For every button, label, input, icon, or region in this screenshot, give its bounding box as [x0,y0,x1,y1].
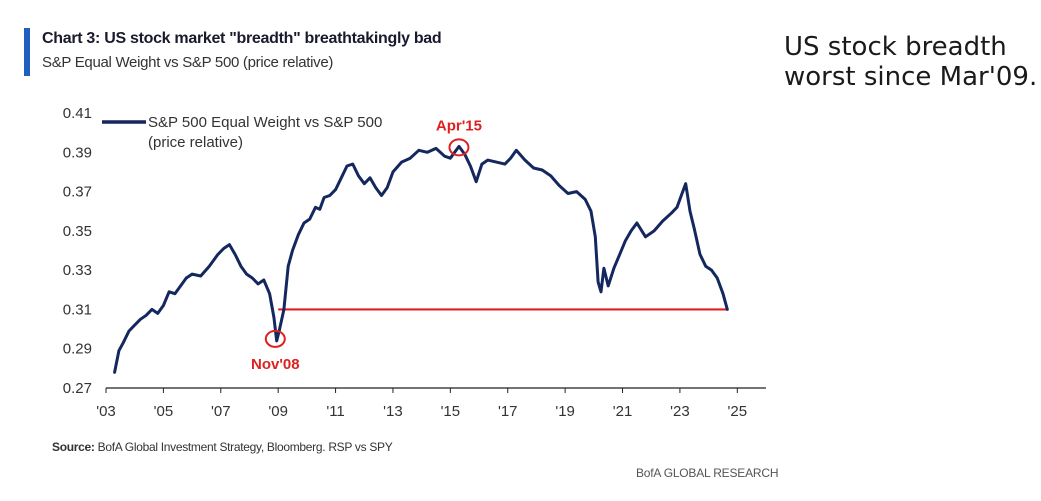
series-line [113,144,729,374]
y-tick-label: 0.31 [63,301,92,318]
chart-subtitle: S&P Equal Weight vs S&P 500 (price relat… [42,54,334,71]
x-tick-label: '23 [670,403,690,420]
annotation-circle [448,138,470,157]
annotation-label: Nov'08 [251,356,300,373]
y-tick-label: 0.27 [63,380,92,397]
source-line: Source: BofA Global Investment Strategy,… [52,440,393,454]
side-note: US stock breadth worst since Mar'09. [784,32,1038,92]
x-tick-label: '13 [383,403,403,420]
x-tick-label: '09 [268,403,288,420]
source-label: Source: [52,440,95,454]
y-tick-label: 0.35 [63,223,92,240]
legend-label: (price relative) [148,134,243,151]
annotation-label: Apr'15 [436,117,482,134]
chart-title: Chart 3: US stock market "breadth" breat… [42,30,442,47]
x-tick-label: '25 [728,403,748,420]
title-accent-bar [24,28,30,76]
x-tick-label: '21 [613,403,633,420]
x-tick-label: '19 [555,403,575,420]
x-tick-label: '15 [441,403,461,420]
y-tick-label: 0.29 [63,341,92,358]
x-tick-label: '03 [96,403,116,420]
x-tick-label: '11 [326,403,344,420]
x-tick-label: '05 [154,403,174,420]
y-tick-label: 0.41 [63,105,92,122]
annotation-circle [264,329,286,348]
y-tick-label: 0.33 [63,262,92,279]
y-tick-label: 0.37 [63,184,92,201]
x-tick-label: '07 [211,403,231,420]
y-tick-label: 0.39 [63,144,92,161]
x-tick-label: '17 [498,403,518,420]
legend-label: S&P 500 Equal Weight vs S&P 500 [148,114,382,131]
source-text: BofA Global Investment Strategy, Bloombe… [94,440,393,454]
footer-brand: BofA GLOBAL RESEARCH [636,466,779,480]
